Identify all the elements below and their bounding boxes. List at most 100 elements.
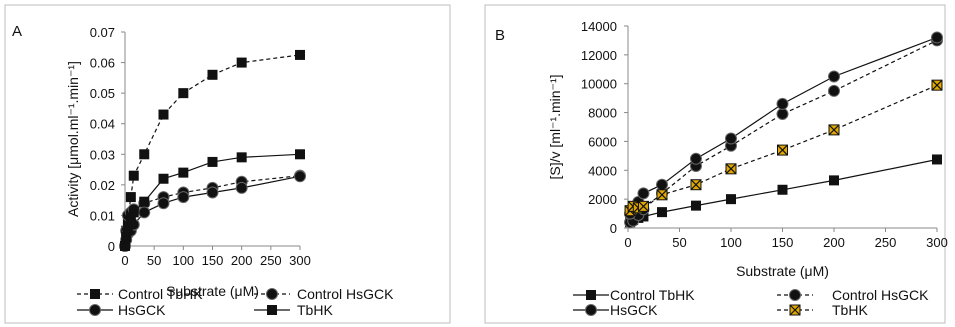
legend-entry: TbHK [254,302,333,318]
data-point [689,152,702,165]
data-point [207,69,218,80]
y-axis-label: Activity [μmol.ml⁻¹.min⁻¹] [65,61,81,217]
y-tick-label: 8000 [588,106,617,121]
series-control-tbhk [625,154,942,228]
data-point [725,132,737,145]
y-axis-label: [S]/v [ml⁻¹.min⁻¹] [547,75,563,180]
y-tick-label: 0.03 [90,147,115,162]
x-axis-label: Substrate (μM) [736,263,829,279]
data-point [294,170,306,183]
y-tick-label: 12000 [581,48,617,63]
data-point [236,57,247,68]
series-line [124,54,301,247]
legend-label: TbHK [297,302,333,318]
data-point [235,181,248,194]
data-point [656,207,667,218]
legend-entry: HsGCK [77,302,166,318]
legend-label: HsGCK [610,302,658,318]
data-point-cross [725,163,737,175]
x-tick-label: 0 [121,253,128,268]
data-point [158,109,169,120]
data-point [637,200,649,212]
data-point [295,49,305,60]
x-tick-label: 150 [772,235,794,250]
data-point [931,79,943,91]
data-point [690,200,701,211]
y-tick-label: 0.05 [90,86,115,101]
data-point [776,97,789,110]
data-point [122,222,133,233]
legend-marker [89,304,101,316]
data-point [829,175,839,186]
y-tick-label: 14000 [581,19,617,34]
y-tick-label: 0 [610,221,617,236]
y-tick-label: 0.04 [90,117,115,132]
x-tick-label: 0 [624,235,631,250]
legend-marker [585,304,597,316]
legend-marker [267,305,277,315]
data-point [828,84,840,97]
data-point [726,194,736,205]
legend-marker [266,288,278,300]
data-point [777,144,788,156]
data-point [931,31,943,44]
data-point [125,192,136,203]
data-point-cross [777,144,788,156]
legend-entry: Control HsGCK [254,286,394,302]
data-point [637,187,650,200]
data-point [655,178,668,191]
panel-a-label: A [12,23,22,40]
data-point [207,156,218,167]
y-tick-label: 6000 [588,134,617,149]
data-point [158,173,169,184]
x-tick-label: 200 [823,235,845,250]
data-point-cross [690,179,702,191]
legend-marker-cross [789,304,801,316]
x-tick-label: 50 [672,235,686,250]
series-control-tbhk [120,49,305,251]
x-tick-label: 300 [289,253,311,268]
data-point [725,163,737,175]
legend-marker [789,289,801,301]
data-point [932,154,942,165]
legend-label: HsGCK [118,302,166,318]
y-tick-label: 2000 [588,192,617,207]
legend-entry: HsGCK [573,302,658,318]
data-point [690,179,702,191]
data-point [178,167,189,178]
data-point [828,70,840,83]
series-tbhk [624,79,943,217]
legend-entry: Control TbHK [573,287,695,303]
legend-label: Control TbHK [610,287,695,303]
panel-b: B 0 2000 4000 6000 8000 10000 12000 14000 0 50 100 1… [484,4,948,324]
x-tick-label: 300 [926,235,948,250]
data-point [138,206,151,219]
panel-a-frame [4,4,451,324]
legend-label: Control HsGCK [832,287,929,303]
data-point [236,152,247,163]
legend-entry: Control TbHK [77,286,203,302]
y-tick-label: 0.06 [90,56,115,71]
series-line [124,153,301,247]
x-tick-label: 50 [147,253,161,268]
x-tick-label: 250 [260,253,282,268]
y-tick-label: 0 [108,239,115,254]
data-point [139,196,150,207]
data-point [656,189,668,201]
data-point [828,124,840,136]
data-point [206,186,219,199]
x-tick-label: 150 [202,253,224,268]
y-tick-label: 0.02 [90,178,115,193]
data-point [777,184,788,195]
legend-label: Control TbHK [118,286,203,302]
x-axis-label: Substrate (μM) [166,283,259,299]
data-point [177,191,190,204]
data-point-cross [656,189,668,201]
panel-a: A 0 0.01 0.02 0.03 0.04 0.05 0.06 0.07 0 50 100 150 2… [4,4,451,324]
data-point [120,241,130,251]
x-tick-label: 100 [720,235,742,250]
data-point [295,149,305,160]
data-point [128,170,139,181]
series-tbhk [120,149,305,251]
